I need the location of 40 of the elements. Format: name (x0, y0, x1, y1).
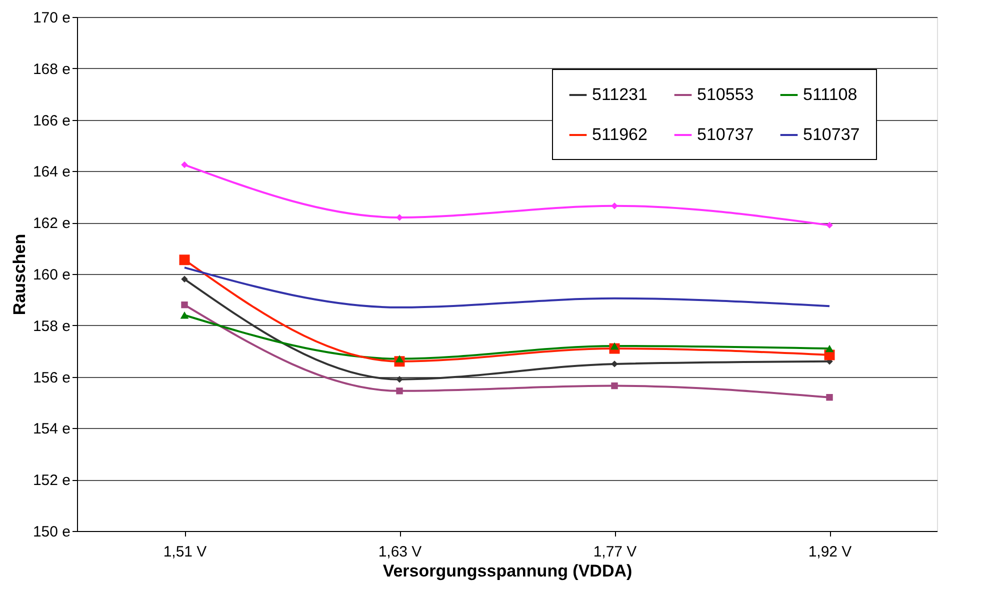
y-tick-label: 170 e (32, 10, 70, 26)
y-tick-label: 152 e (32, 472, 70, 490)
point (826, 394, 833, 401)
point (396, 376, 403, 383)
line-series (184, 266, 830, 308)
point (181, 276, 188, 282)
y-tick-label: 150 e (32, 524, 70, 540)
y-tick-label: 160 e (32, 266, 70, 284)
x-tick-label: 1,63 V (378, 544, 422, 560)
point (180, 311, 189, 319)
y-tick-label: 166 e (32, 112, 70, 130)
y-axis-title: Rauschen (10, 234, 29, 316)
legend-label: 510553 (697, 85, 754, 104)
point (611, 202, 618, 210)
y-tick-label: 154 e (32, 420, 70, 438)
point (610, 342, 619, 350)
point (396, 388, 403, 394)
point (611, 360, 618, 368)
legend-label: 510737 (697, 125, 754, 144)
y-tick-label: 164 e (32, 164, 70, 181)
point (179, 254, 190, 266)
y-tick-label: 156 e (32, 369, 70, 386)
point (826, 222, 833, 229)
x-tick-label: 1,92 V (808, 544, 852, 560)
y-tick-label: 162 e (32, 215, 70, 232)
y-tick-label: 168 e (32, 60, 70, 78)
x-tick-label: 1,77 V (593, 544, 637, 560)
y-tick-label: 158 e (32, 318, 70, 335)
point (181, 161, 188, 168)
point (395, 355, 404, 362)
legend-label: 510737 (803, 125, 860, 144)
point (396, 214, 403, 221)
point (611, 382, 618, 390)
legend-label: 511108 (803, 85, 858, 104)
point (181, 301, 188, 308)
legend-label: 511231 (592, 85, 648, 104)
x-axis-title: Versorgungsspannung (VDDA) (382, 562, 632, 580)
point (825, 344, 834, 352)
legend-label: 511962 (592, 125, 648, 144)
x-tick-label: 1,51 V (163, 544, 207, 560)
